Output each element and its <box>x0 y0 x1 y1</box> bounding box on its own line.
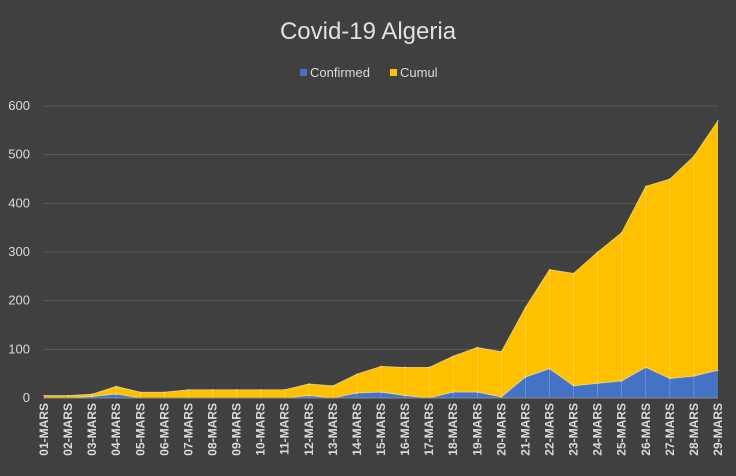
data-point <box>380 391 382 393</box>
x-tick-label: 23-MARS <box>567 403 581 456</box>
data-point <box>139 391 142 393</box>
data-point <box>91 393 93 395</box>
y-tick-label: 400 <box>8 195 30 210</box>
data-point <box>428 366 430 369</box>
x-tick-label: 10-MARS <box>254 403 268 456</box>
data-point <box>693 375 695 377</box>
x-tick-label: 27-MARS <box>663 403 677 456</box>
x-tick-label: 25-MARS <box>615 403 629 456</box>
data-point <box>644 366 647 369</box>
x-tick-label: 08-MARS <box>206 403 220 456</box>
legend: Confirmed Cumul <box>300 65 438 80</box>
x-tick-label: 07-MARS <box>181 403 195 456</box>
data-point <box>500 396 503 398</box>
x-tick-label: 15-MARS <box>374 403 388 456</box>
series-line-cumul <box>44 120 719 396</box>
data-point <box>669 377 671 380</box>
x-tick-label: 03-MARS <box>85 403 99 456</box>
y-axis-tick-labels: 0 100 200 300 400 500 600 <box>8 98 30 405</box>
data-point <box>115 385 118 388</box>
data-point <box>356 392 358 394</box>
data-point <box>596 382 599 385</box>
x-tick-label: 18-MARS <box>446 403 460 456</box>
data-point <box>693 155 695 157</box>
data-point <box>500 350 503 353</box>
data-point <box>717 369 719 372</box>
gridlines <box>44 105 718 399</box>
data-point <box>307 383 310 385</box>
y-tick-label: 300 <box>8 244 30 259</box>
data-point <box>404 394 406 397</box>
data-point <box>596 251 599 253</box>
data-point <box>91 395 93 398</box>
data-point <box>476 346 479 349</box>
y-tick-label: 100 <box>8 341 30 356</box>
data-point <box>524 306 527 309</box>
data-point <box>669 178 671 180</box>
legend-swatch-confirmed <box>300 69 307 76</box>
chart-title: Covid-19 Algeria <box>280 18 457 45</box>
x-tick-label: 21-MARS <box>518 403 532 456</box>
data-point <box>548 268 551 271</box>
data-point <box>717 119 719 122</box>
legend-label-cumul: Cumul <box>400 65 438 80</box>
x-tick-label: 26-MARS <box>639 403 653 456</box>
data-point <box>283 388 286 391</box>
y-tick-label: 200 <box>8 293 30 308</box>
x-tick-label: 09-MARS <box>230 403 244 456</box>
x-tick-label: 22-MARS <box>543 403 557 456</box>
series-areas <box>43 119 719 399</box>
y-tick-label: 600 <box>8 98 30 113</box>
x-tick-label: 16-MARS <box>398 403 412 456</box>
vertical-dividers <box>44 156 718 399</box>
data-point <box>524 376 527 378</box>
x-tick-label: 29-MARS <box>711 403 725 456</box>
data-point <box>187 388 190 391</box>
data-point <box>115 393 118 395</box>
data-point <box>572 272 575 275</box>
data-point <box>452 391 455 393</box>
data-point <box>235 388 238 391</box>
data-point <box>476 391 479 393</box>
data-point <box>356 373 358 375</box>
data-point <box>380 365 382 368</box>
data-point <box>43 394 45 397</box>
data-point <box>548 368 551 370</box>
y-tick-label: 500 <box>8 147 30 162</box>
x-tick-label: 05-MARS <box>133 403 147 456</box>
x-tick-label: 13-MARS <box>326 403 340 456</box>
data-point <box>572 385 575 387</box>
series-area-confirmed <box>44 367 718 398</box>
x-tick-label: 24-MARS <box>591 403 605 456</box>
x-tick-label: 17-MARS <box>422 403 436 456</box>
series-area-cumul <box>44 120 718 398</box>
x-tick-label: 02-MARS <box>61 403 75 456</box>
data-point <box>307 394 310 397</box>
data-point <box>67 394 69 397</box>
x-axis-tick-labels: 01-MARS 02-MARS 03-MARS 04-MARS 05-MARS 06-MA… <box>37 403 725 456</box>
x-tick-label: 20-MARS <box>494 403 508 456</box>
x-tick-label: 28-MARS <box>687 403 701 456</box>
x-tick-label: 12-MARS <box>302 403 316 456</box>
data-point <box>620 231 623 234</box>
data-point <box>644 185 647 188</box>
x-tick-label: 04-MARS <box>109 403 123 456</box>
x-tick-label: 11-MARS <box>278 403 292 455</box>
data-point <box>259 388 262 391</box>
y-tick-label: 0 <box>23 390 30 405</box>
x-tick-label: 19-MARS <box>470 403 484 456</box>
data-point <box>452 355 455 357</box>
data-point <box>332 385 334 387</box>
data-point <box>211 388 214 391</box>
x-tick-label: 01-MARS <box>37 403 51 456</box>
data-point <box>163 391 166 393</box>
legend-swatch-cumul <box>390 69 397 76</box>
legend-label-confirmed: Confirmed <box>310 65 370 80</box>
data-point <box>620 380 623 382</box>
data-point <box>404 366 406 369</box>
x-tick-label: 14-MARS <box>350 403 364 456</box>
x-tick-label: 06-MARS <box>157 403 171 456</box>
